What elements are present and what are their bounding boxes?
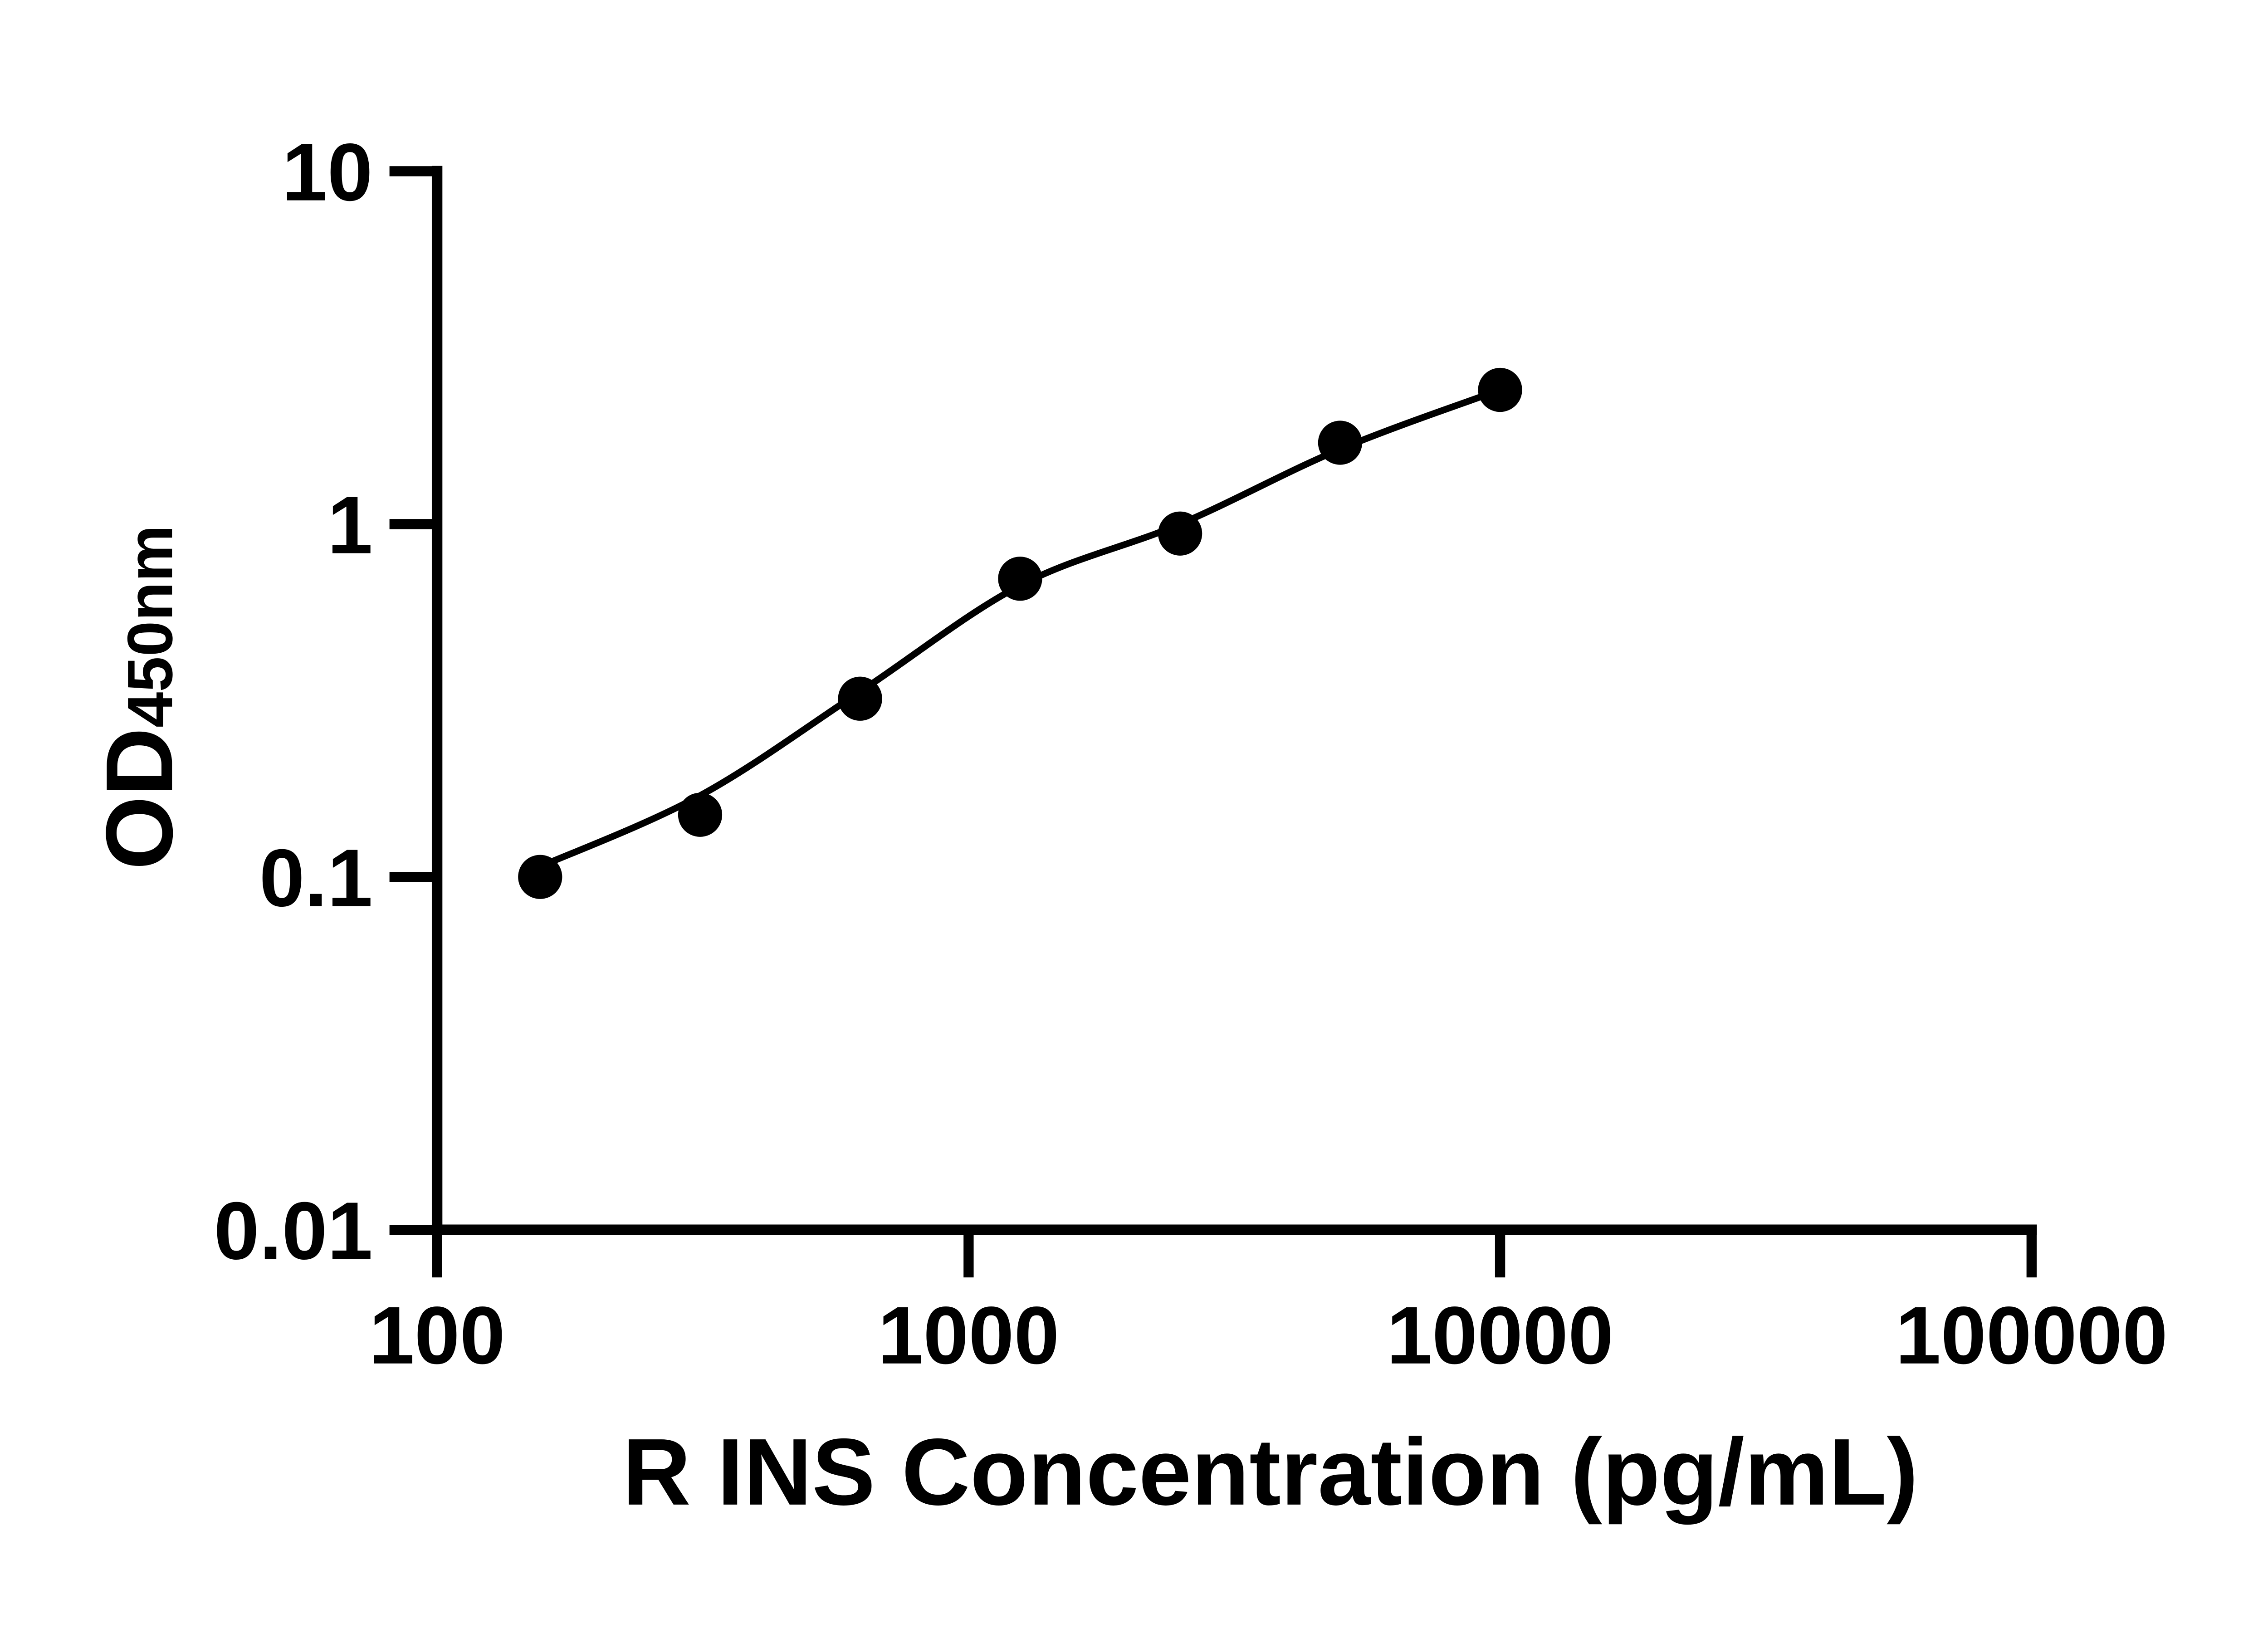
- x-axis-title: R INS Concentration (pg/mL): [622, 1419, 1918, 1525]
- data-point: [998, 557, 1042, 601]
- data-point: [1318, 420, 1363, 465]
- y-tick-label: 0.1: [259, 832, 373, 924]
- y-tick-label: 1: [327, 479, 373, 571]
- data-point: [838, 676, 882, 721]
- x-tick-label: 1000: [878, 1290, 1059, 1381]
- y-tick-label: 10: [282, 127, 373, 218]
- data-point: [518, 855, 562, 899]
- fit-curve: [538, 386, 1501, 870]
- data-point: [678, 792, 723, 837]
- x-tick-label: 10000: [1387, 1290, 1613, 1381]
- y-axis-title-subscript: 450nm: [114, 525, 186, 728]
- x-tick-label: 100: [369, 1290, 505, 1381]
- y-axis-title: OD450nm: [87, 525, 192, 870]
- data-point: [1478, 367, 1522, 412]
- y-tick-label: 0.01: [214, 1185, 373, 1276]
- data-point: [1158, 511, 1202, 556]
- y-axis-title-main: OD: [87, 728, 192, 870]
- x-tick-label: 100000: [1896, 1290, 2168, 1381]
